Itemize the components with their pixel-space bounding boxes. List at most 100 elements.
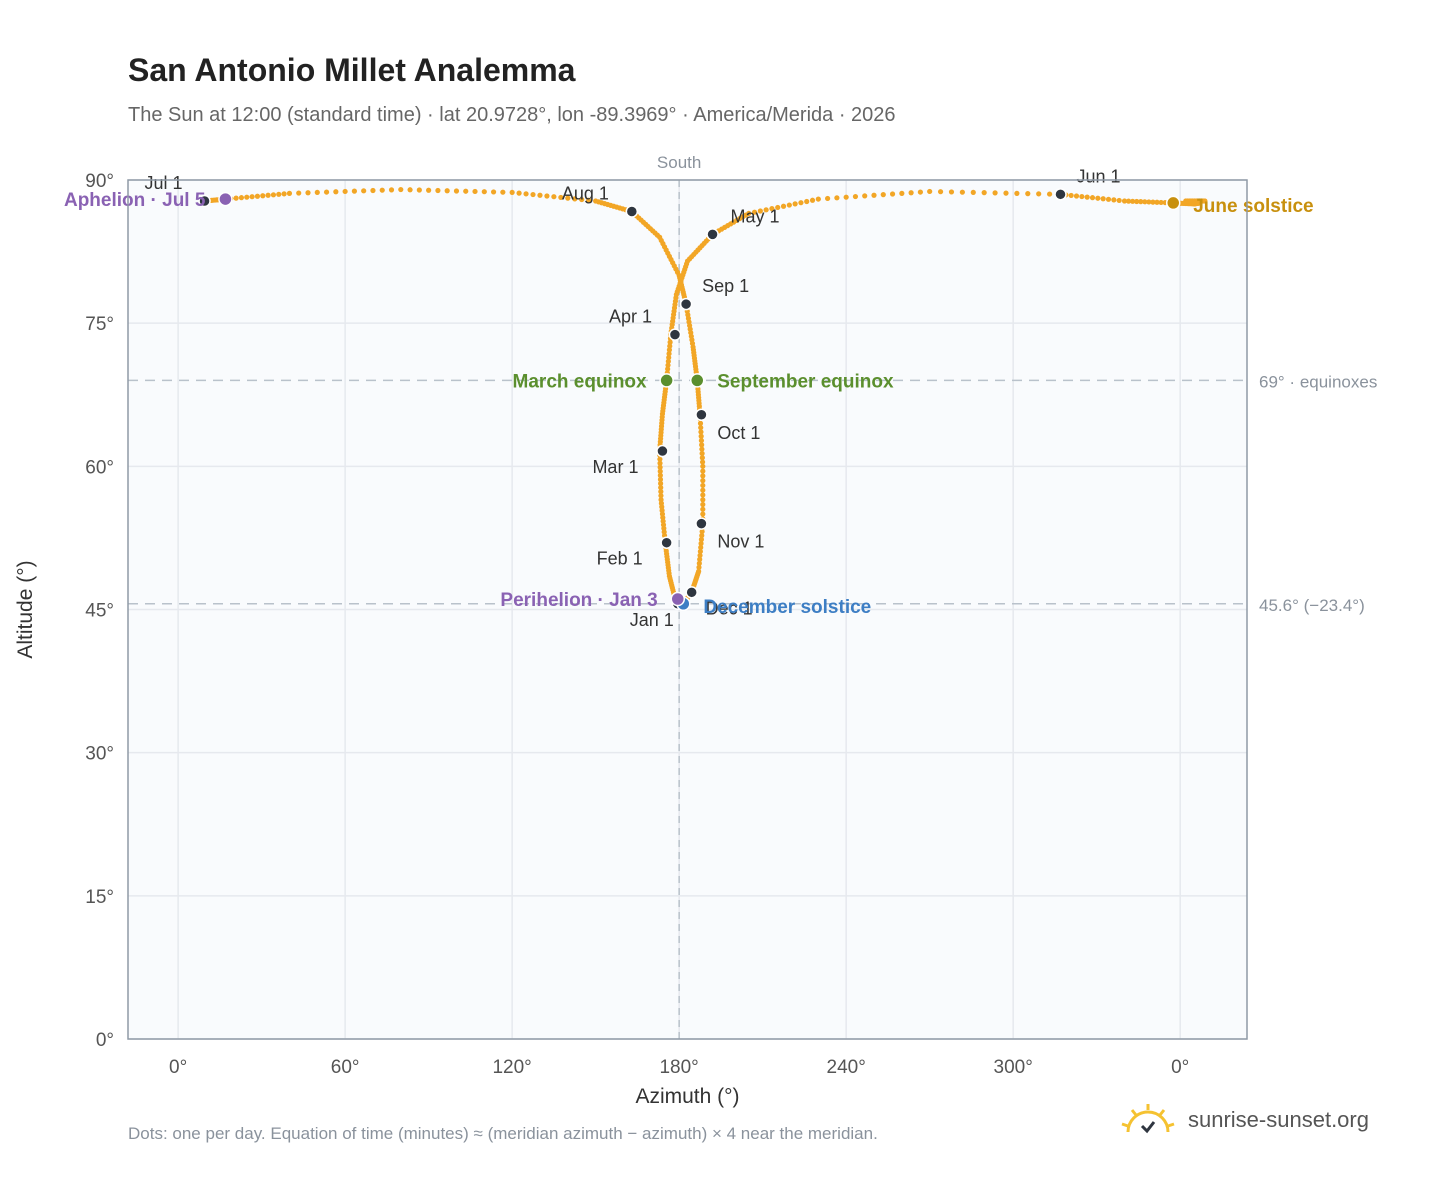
analemma-day-dot bbox=[667, 339, 673, 345]
analemma-day-dot bbox=[657, 460, 663, 466]
analemma-day-dot bbox=[351, 188, 357, 194]
analemma-day-dot bbox=[398, 186, 404, 193]
analemma-day-dot bbox=[472, 188, 478, 195]
analemma-day-dot bbox=[700, 487, 706, 493]
analemma-day-dot bbox=[1154, 199, 1160, 205]
analemma-day-dot bbox=[699, 459, 706, 465]
analemma-day-dot bbox=[871, 192, 877, 198]
analemma-day-dot bbox=[992, 190, 998, 196]
analemma-day-dot bbox=[1089, 195, 1096, 201]
analemma-day-dot bbox=[970, 189, 976, 196]
analemma-day-dot bbox=[342, 188, 348, 195]
analemma-day-dot bbox=[699, 442, 705, 448]
analemma-day-dot bbox=[700, 468, 706, 474]
y-tick-label: 60° bbox=[85, 457, 114, 478]
analemma-day-dot bbox=[862, 193, 868, 199]
analemma-day-dot bbox=[254, 193, 261, 199]
analemma-day-dot bbox=[333, 189, 339, 195]
analemma-day-dot bbox=[698, 425, 704, 431]
analemma-day-dot bbox=[697, 548, 703, 555]
analemma-day-dot bbox=[700, 497, 706, 503]
analemma-day-dot bbox=[657, 476, 664, 483]
analemma-day-dot bbox=[699, 450, 705, 457]
analemma-day-dot bbox=[1084, 194, 1090, 200]
analemma-day-dot bbox=[657, 480, 664, 487]
analemma-day-dot bbox=[665, 362, 671, 368]
analemma-day-dot bbox=[700, 473, 706, 479]
analemma-day-dot bbox=[700, 506, 706, 512]
analemma-day-dot bbox=[698, 540, 704, 547]
analemma-day-dot bbox=[825, 195, 831, 202]
analemma-day-dot bbox=[1036, 191, 1042, 197]
analemma-day-dot bbox=[880, 192, 886, 198]
analemma-day-dot bbox=[323, 189, 330, 195]
month-marker bbox=[656, 444, 669, 458]
month-label: Nov 1 bbox=[717, 532, 764, 552]
month-marker bbox=[679, 297, 693, 311]
analemma-day-dot bbox=[370, 187, 376, 194]
analemma-day-dot bbox=[780, 203, 787, 209]
month-marker bbox=[668, 328, 682, 341]
analemma-day-dot bbox=[407, 187, 413, 193]
analemma-day-dot bbox=[426, 187, 432, 193]
month-marker bbox=[660, 536, 673, 549]
analemma-day-dot bbox=[852, 193, 859, 200]
analemma-day-dot bbox=[899, 190, 905, 196]
analemma-day-dot bbox=[809, 197, 816, 203]
brand-logo[interactable]: sunrise-sunset.org bbox=[1120, 1102, 1369, 1138]
y-axis-label: Altitude (°) bbox=[14, 560, 37, 658]
event-marker bbox=[659, 373, 674, 388]
analemma-day-dot bbox=[815, 196, 821, 202]
analemma-day-dot bbox=[379, 187, 385, 193]
y-tick-label: 45° bbox=[85, 601, 114, 622]
analemma-day-dot bbox=[700, 501, 706, 508]
analemma-day-dot bbox=[699, 532, 705, 539]
x-axis-label: Azimuth (°) bbox=[635, 1085, 739, 1108]
reference-line-label: 45.6° (−23.4°) bbox=[1259, 596, 1365, 615]
analemma-day-dot bbox=[1095, 195, 1101, 201]
analemma-day-dot bbox=[1116, 197, 1122, 204]
analemma-day-dot bbox=[1079, 193, 1085, 200]
month-label: Dec 1 bbox=[706, 598, 753, 618]
analemma-day-dot bbox=[1158, 199, 1164, 206]
analemma-day-dot bbox=[490, 189, 497, 195]
analemma-day-dot bbox=[666, 347, 673, 353]
analemma-day-dot bbox=[657, 456, 663, 462]
analemma-day-dot bbox=[889, 191, 896, 197]
analemma-day-dot bbox=[697, 420, 704, 426]
analemma-day-dot bbox=[530, 191, 536, 198]
analemma-day-dot bbox=[698, 544, 704, 551]
analemma-day-dot bbox=[1046, 191, 1053, 197]
analemma-day-dot bbox=[1146, 199, 1152, 205]
month-marker bbox=[625, 205, 639, 218]
analemma-day-dot bbox=[657, 464, 663, 470]
analemma-day-dot bbox=[908, 190, 914, 196]
event-marker bbox=[689, 373, 705, 388]
analemma-day-dot bbox=[1073, 193, 1080, 199]
analemma-day-dot bbox=[665, 358, 671, 364]
analemma-day-dot bbox=[843, 194, 849, 200]
analemma-day-dot bbox=[416, 187, 422, 193]
analemma-day-dot bbox=[361, 188, 367, 194]
analemma-day-dot bbox=[948, 189, 955, 195]
analemma-day-dot bbox=[700, 463, 706, 469]
event-marker bbox=[670, 591, 686, 607]
analemma-day-dot bbox=[698, 433, 704, 439]
analemma-day-dot bbox=[657, 472, 663, 479]
plot-frame bbox=[127, 179, 1248, 1040]
analemma-day-dot bbox=[516, 190, 522, 196]
analemma-day-dot bbox=[698, 437, 705, 444]
x-tick-label: 240° bbox=[827, 1057, 866, 1078]
chart-title: San Antonio Millet Analemma bbox=[128, 52, 576, 88]
analemma-day-dot bbox=[658, 489, 664, 495]
analemma-day-dot bbox=[798, 200, 804, 206]
event-label: Aphelion · Jul 5 bbox=[64, 190, 206, 211]
month-label: Oct 1 bbox=[717, 423, 760, 443]
y-tick-label: 90° bbox=[85, 171, 114, 192]
analemma-day-dot bbox=[1138, 199, 1144, 205]
x-tick-label: 120° bbox=[492, 1057, 531, 1078]
analemma-day-dot bbox=[700, 511, 706, 517]
month-label: Sep 1 bbox=[702, 276, 749, 296]
analemma-day-dot bbox=[481, 189, 487, 195]
chart-subtitle: The Sun at 12:00 (standard time) · lat 2… bbox=[128, 104, 896, 126]
